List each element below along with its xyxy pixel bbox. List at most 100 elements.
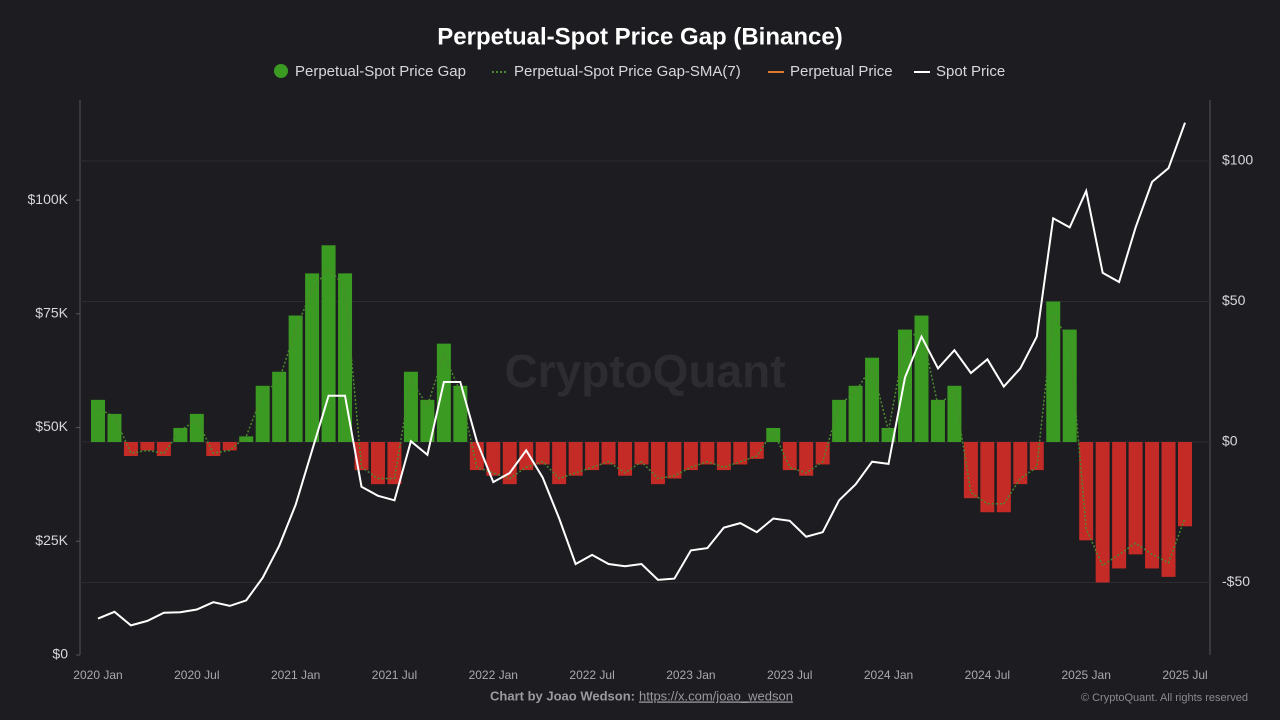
gap-bar: [700, 441, 715, 465]
gap-bar: [1013, 441, 1028, 485]
gap-bar: [519, 441, 534, 471]
y2-tick-label: -$50: [1222, 573, 1250, 589]
gap-bar: [881, 427, 896, 442]
legend-swatch: [274, 64, 288, 78]
gap-bar: [140, 441, 155, 451]
gap-bar: [91, 399, 105, 442]
gap-bar: [486, 441, 501, 476]
gap-bar: [1062, 329, 1077, 442]
credit-link[interactable]: https://x.com/joao_wedson: [639, 688, 793, 703]
legend-label: Perpetual Price: [790, 63, 893, 80]
series-line: [97, 122, 1186, 627]
x-tick-label: 2024 Jul: [965, 668, 1010, 682]
gap-bar: [996, 441, 1011, 513]
gap-bar: [832, 399, 847, 442]
gap-bar: [1079, 441, 1094, 541]
gap-bar: [568, 441, 583, 476]
gap-bar: [634, 441, 649, 465]
watermark: CryptoQuant: [504, 345, 785, 397]
x-tick-label: 2021 Jul: [372, 668, 417, 682]
gap-bar: [535, 441, 550, 465]
gap-bar: [338, 273, 353, 442]
y-tick-label: $75K: [35, 305, 68, 321]
legend-label: Perpetual-Spot Price Gap-SMA(7): [514, 63, 741, 80]
y-tick-label: $25K: [35, 532, 68, 548]
gap-bar: [980, 441, 995, 513]
gap-bar: [305, 273, 320, 442]
gap-bar: [453, 385, 468, 442]
gap-bar: [848, 385, 863, 442]
y2-tick-label: $0: [1222, 433, 1238, 449]
credit-label: Chart by Joao Wedson:: [490, 688, 635, 703]
gap-bar: [650, 441, 665, 485]
gap-bar: [239, 436, 254, 442]
gap-bar: [189, 413, 204, 442]
legend-item: Spot Price: [914, 63, 1005, 80]
gap-bar: [1128, 441, 1143, 555]
y-tick-label: $100K: [28, 191, 69, 207]
gap-bar: [618, 441, 633, 476]
x-tick-label: 2022 Jul: [569, 668, 614, 682]
legend-item: Perpetual-Spot Price Gap: [274, 63, 466, 80]
gap-bar: [749, 441, 764, 459]
y2-tick-label: $50: [1222, 292, 1246, 308]
legend-label: Spot Price: [936, 63, 1005, 80]
gap-bar: [288, 315, 303, 442]
legend-item: Perpetual-Spot Price Gap-SMA(7): [492, 63, 741, 80]
gap-bar: [716, 441, 731, 471]
chart-title: Perpetual-Spot Price Gap (Binance): [437, 23, 842, 50]
gap-bar: [667, 441, 682, 479]
y-tick-label: $50K: [35, 418, 68, 434]
x-tick-label: 2024 Jan: [864, 668, 913, 682]
gap-bar: [1145, 441, 1160, 569]
gap-bar: [799, 441, 814, 476]
gap-bar: [387, 441, 402, 485]
gap-bar: [321, 245, 336, 442]
y2-tick-label: $100: [1222, 152, 1253, 168]
gap-bar: [222, 441, 237, 451]
gap-bar: [766, 427, 781, 442]
gap-bar: [255, 385, 270, 442]
x-tick-label: 2021 Jan: [271, 668, 320, 682]
gap-bar: [502, 441, 517, 485]
gap-bar: [1095, 441, 1110, 583]
gap-bar: [898, 329, 913, 442]
gap-bar: [272, 371, 287, 442]
legend-item: Perpetual Price: [768, 63, 893, 80]
gap-bar: [1112, 441, 1127, 569]
gap-bar: [552, 441, 567, 485]
gap-bar: [370, 441, 385, 485]
series-line: [97, 266, 1186, 567]
x-tick-label: 2023 Jul: [767, 668, 812, 682]
legend-label: Perpetual-Spot Price Gap: [295, 63, 466, 80]
gap-bar: [173, 427, 188, 442]
gap-bar: [1178, 441, 1192, 527]
x-tick-label: 2025 Jul: [1162, 668, 1207, 682]
x-tick-label: 2020 Jan: [73, 668, 122, 682]
gap-bar: [815, 441, 830, 465]
x-tick-label: 2020 Jul: [174, 668, 219, 682]
y-tick-label: $0: [52, 646, 68, 662]
gap-bar: [601, 441, 616, 465]
gap-bar: [420, 399, 435, 442]
copyright: © CryptoQuant. All rights reserved: [1081, 692, 1248, 704]
x-tick-label: 2022 Jan: [469, 668, 518, 682]
gap-bar: [733, 441, 748, 465]
gap-bar: [930, 399, 945, 442]
x-tick-label: 2023 Jan: [666, 668, 715, 682]
gap-bar: [782, 441, 797, 471]
gap-bar: [436, 343, 451, 442]
gap-bar: [683, 441, 698, 471]
gap-bar: [865, 357, 880, 442]
gap-bar: [123, 441, 138, 457]
x-tick-label: 2025 Jan: [1061, 668, 1110, 682]
gap-bar: [1161, 441, 1176, 577]
gap-bar: [1029, 441, 1044, 471]
gap-bar: [585, 441, 600, 471]
gap-bar: [947, 385, 962, 442]
gap-bar: [1046, 301, 1061, 442]
gap-bar: [107, 413, 122, 442]
gap-bar: [963, 441, 978, 499]
gap-bar: [403, 371, 418, 442]
